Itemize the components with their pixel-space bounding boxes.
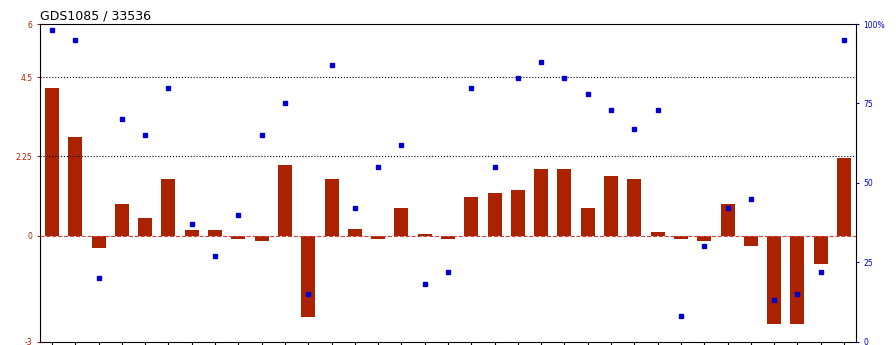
Bar	[418, 234, 432, 236]
Bar	[208, 230, 222, 236]
Bar	[767, 236, 781, 324]
Bar	[185, 230, 199, 236]
Bar	[324, 179, 339, 236]
Bar	[814, 236, 828, 264]
Bar	[744, 236, 758, 246]
Bar	[720, 204, 735, 236]
Bar	[627, 179, 642, 236]
Bar	[674, 236, 688, 239]
Bar	[161, 179, 176, 236]
Bar	[254, 236, 269, 241]
Bar	[45, 88, 59, 236]
Bar	[138, 218, 152, 236]
Bar	[534, 169, 548, 236]
Bar	[348, 229, 362, 236]
Bar	[394, 208, 409, 236]
Bar	[441, 236, 455, 239]
Bar	[464, 197, 478, 236]
Bar	[68, 137, 82, 236]
Bar	[837, 158, 851, 236]
Bar	[231, 236, 246, 239]
Bar	[115, 204, 129, 236]
Text: GDS1085 / 33536: GDS1085 / 33536	[40, 10, 151, 23]
Bar	[604, 176, 618, 236]
Bar	[511, 190, 525, 236]
Bar	[697, 236, 711, 241]
Bar	[371, 236, 385, 239]
Bar	[650, 232, 665, 236]
Bar	[581, 208, 595, 236]
Bar	[278, 165, 292, 236]
Bar	[487, 194, 502, 236]
Bar	[91, 236, 106, 248]
Bar	[557, 169, 572, 236]
Bar	[301, 236, 315, 317]
Bar	[790, 236, 805, 324]
